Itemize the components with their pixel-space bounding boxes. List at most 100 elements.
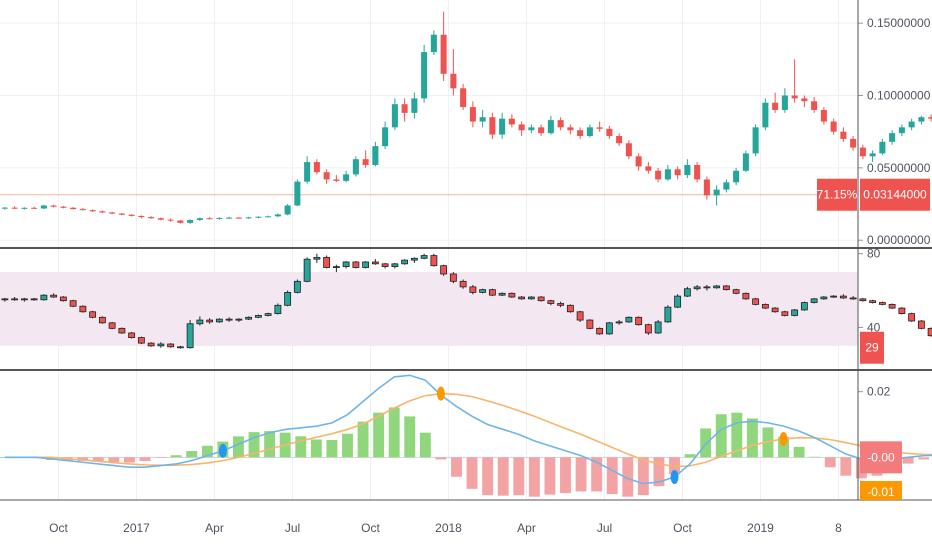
macd-histogram-bar — [92, 457, 104, 462]
macd-histogram-bar — [155, 457, 167, 458]
macd-histogram-bar — [513, 457, 525, 496]
candle-body — [264, 313, 272, 316]
rsi-y-tick-label: 40 — [867, 320, 881, 334]
candle-body — [908, 121, 915, 128]
candle-body — [927, 327, 932, 337]
candle-body — [732, 289, 740, 294]
candle-body — [430, 34, 437, 53]
candle-body — [449, 273, 457, 282]
candle-body — [469, 107, 476, 122]
macd-histogram-bar — [715, 414, 727, 458]
candle-body — [772, 102, 779, 110]
candle-body — [469, 286, 477, 293]
candle-body — [342, 261, 350, 267]
candle-body — [625, 143, 632, 157]
macd-histogram-bar — [466, 457, 478, 489]
candle-body — [313, 256, 321, 260]
candle-body — [1, 207, 8, 209]
macd-panel[interactable] — [0, 374, 932, 497]
candle-body — [859, 298, 867, 302]
macd-histogram-bar — [637, 457, 649, 496]
candle-body — [401, 259, 409, 265]
candle-body — [50, 294, 58, 298]
candle-body — [245, 316, 253, 320]
candle-body — [196, 319, 204, 325]
x-tick-label: 2018 — [435, 521, 462, 535]
candle-body — [577, 130, 584, 137]
candle-body — [800, 302, 808, 311]
candle-body — [372, 146, 379, 165]
candle-body — [157, 343, 165, 347]
macd-cross-dot-blue — [670, 470, 679, 485]
macd-histogram-bar — [700, 428, 712, 458]
candle-body — [216, 217, 223, 219]
candle-body — [450, 73, 457, 89]
rsi-last-label: 29 — [865, 341, 879, 355]
candle-body — [176, 346, 184, 349]
candle-body — [918, 117, 925, 122]
candle-body — [664, 169, 671, 180]
candle-body — [254, 315, 262, 318]
candle-body — [31, 207, 38, 209]
candle-body — [713, 189, 720, 196]
candle-body — [265, 216, 272, 218]
candle-body — [684, 164, 691, 176]
candle-body — [108, 322, 116, 329]
candle-body — [557, 120, 564, 128]
candle-body — [771, 307, 779, 313]
macd-histogram-bar — [248, 432, 260, 458]
x-tick-label: Apr — [205, 521, 224, 535]
candle-body — [849, 297, 857, 300]
macd-histogram-bar — [824, 457, 836, 468]
candle-body — [820, 296, 828, 300]
candle-body — [391, 104, 398, 128]
x-tick-label: Oct — [361, 521, 380, 535]
price-panel[interactable] — [0, 11, 932, 225]
candle-body — [878, 302, 886, 305]
macd-histogram-bar — [575, 457, 587, 492]
candle-body — [118, 213, 125, 215]
candle-body — [118, 327, 126, 334]
candle-body — [586, 127, 593, 137]
candle-body — [683, 288, 691, 297]
candle-body — [538, 127, 545, 134]
macd-histogram-bar — [731, 412, 743, 458]
candle-body — [742, 153, 749, 171]
candle-body — [137, 337, 145, 344]
candle-body — [508, 118, 515, 125]
rsi-panel[interactable] — [1, 253, 932, 354]
candle-body — [255, 216, 262, 218]
macd-cross-dot-orange — [779, 431, 788, 446]
candle-body — [245, 217, 252, 219]
candle-body — [303, 258, 311, 282]
annotations: 71.15% 0.03144000 29 -0.00 -0.01 — [817, 178, 930, 500]
macd-histogram-bar — [357, 421, 369, 458]
candle-body — [128, 332, 136, 338]
candle-body — [830, 295, 838, 298]
x-tick-label: Jul — [597, 521, 612, 535]
macd-histogram-bar — [451, 457, 462, 477]
macd-histogram-bar — [918, 457, 930, 460]
candle-body — [654, 321, 662, 334]
candle-body — [79, 209, 86, 211]
candle-body — [508, 292, 516, 298]
candle-body — [352, 159, 359, 175]
candle-body — [50, 205, 57, 207]
candle-body — [810, 298, 818, 303]
candle-body — [430, 255, 438, 267]
candle-body — [371, 261, 379, 265]
candle-body — [11, 298, 19, 301]
candle-body — [421, 52, 428, 99]
macd-histogram-bar — [778, 436, 789, 458]
candle-body — [69, 300, 77, 307]
candle-body — [499, 118, 506, 135]
macd-histogram-bar — [326, 440, 338, 458]
candle-body — [703, 179, 710, 196]
candle-body — [167, 343, 175, 348]
macd-histogram-bar — [233, 436, 244, 458]
candle-body — [333, 179, 340, 181]
x-tick-label: 2019 — [747, 521, 774, 535]
candle-body — [625, 316, 633, 323]
